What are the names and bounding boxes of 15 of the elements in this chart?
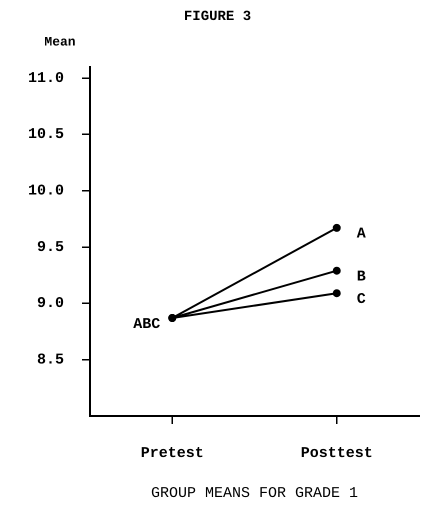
y-tick-label: 11.0 bbox=[28, 70, 64, 87]
series-label: B bbox=[356, 268, 366, 286]
y-tick-label: 10.5 bbox=[28, 126, 64, 144]
chart-title: FIGURE 3 bbox=[184, 8, 252, 25]
y-tick-label: 9.5 bbox=[36, 238, 64, 256]
x-axis-title: GROUP MEANS FOR GRADE 1 bbox=[150, 484, 358, 502]
y-tick-label: 8.5 bbox=[36, 351, 64, 368]
x-tick-label: Posttest bbox=[300, 444, 373, 462]
series-label: A bbox=[356, 226, 366, 243]
y-axis-title: Mean bbox=[44, 34, 76, 50]
y-tick-label: 10.0 bbox=[28, 182, 64, 200]
y-tick-label: 9.0 bbox=[36, 295, 64, 312]
series-label: C bbox=[356, 291, 366, 308]
annotation: ABC bbox=[133, 316, 160, 333]
x-tick-label: Pretest bbox=[140, 444, 204, 462]
